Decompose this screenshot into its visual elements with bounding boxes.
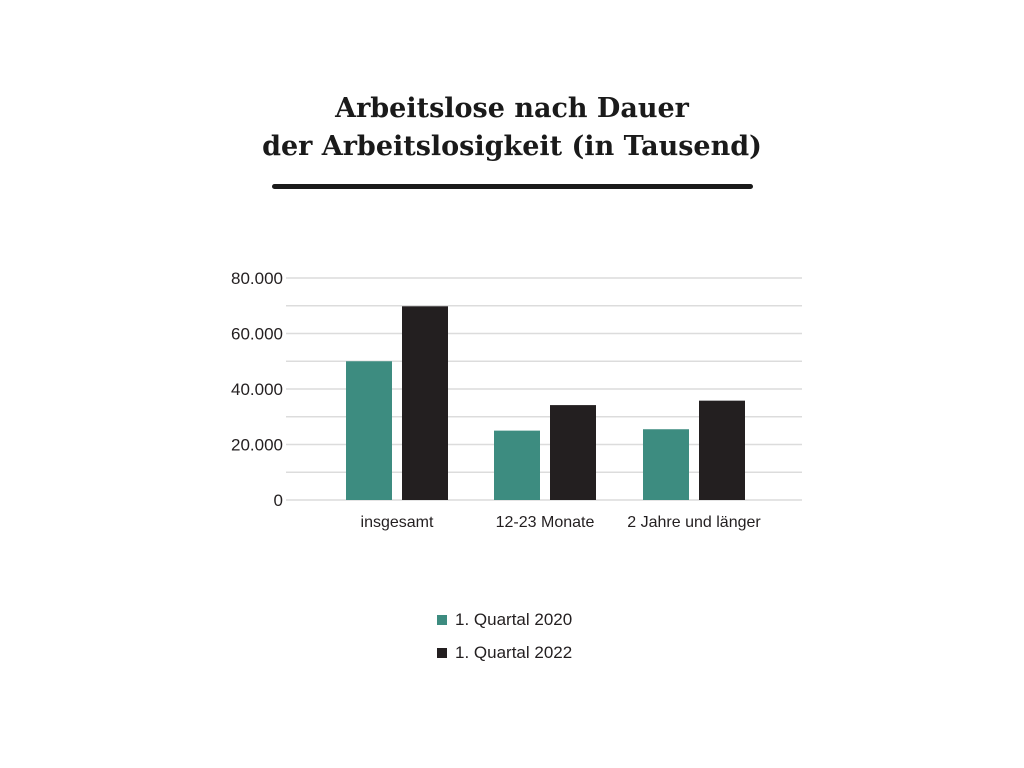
bar-2020-1 (346, 361, 392, 500)
legend-label-2022: 1. Quartal 2022 (455, 643, 573, 662)
legend-label-2020: 1. Quartal 2020 (455, 610, 573, 629)
x-category-label: 2 Jahre und länger (627, 514, 761, 531)
bars (346, 306, 745, 500)
legend-swatch-2022 (437, 648, 447, 658)
chart-title-line-2: der Arbeitslosigkeit (in Tausend) (262, 131, 762, 162)
chart-title-line-1: Arbeitslose nach Dauer (335, 93, 689, 124)
x-category-label: insgesamt (361, 514, 434, 531)
bar-2022-1 (402, 306, 448, 500)
legend-swatch-2020 (437, 615, 447, 625)
bar-2022-2 (550, 405, 596, 500)
y-tick-label: 60.000 (231, 325, 283, 344)
title-underline (272, 184, 753, 189)
bar-2020-2 (494, 430, 540, 500)
y-tick-label: 80.000 (231, 269, 283, 288)
y-axis-ticks: 0 20.000 40.000 60.000 80.000 (231, 269, 283, 510)
bar-2020-3 (643, 429, 689, 500)
legend-item-2020: 1. Quartal 2020 (437, 608, 572, 632)
chart-title: Arbeitslose nach Dauer der Arbeitslosigk… (0, 90, 1024, 166)
x-axis-categories: insgesamt 12-23 Monate 2 Jahre und länger (361, 514, 762, 531)
bar-2022-3 (699, 400, 745, 500)
y-tick-label: 0 (274, 491, 283, 510)
y-tick-label: 20.000 (231, 436, 283, 455)
y-tick-label: 40.000 (231, 380, 283, 399)
x-category-label: 12-23 Monate (496, 514, 595, 531)
legend-item-2022: 1. Quartal 2022 (437, 641, 572, 665)
legend: 1. Quartal 2020 1. Quartal 2022 (437, 608, 572, 674)
